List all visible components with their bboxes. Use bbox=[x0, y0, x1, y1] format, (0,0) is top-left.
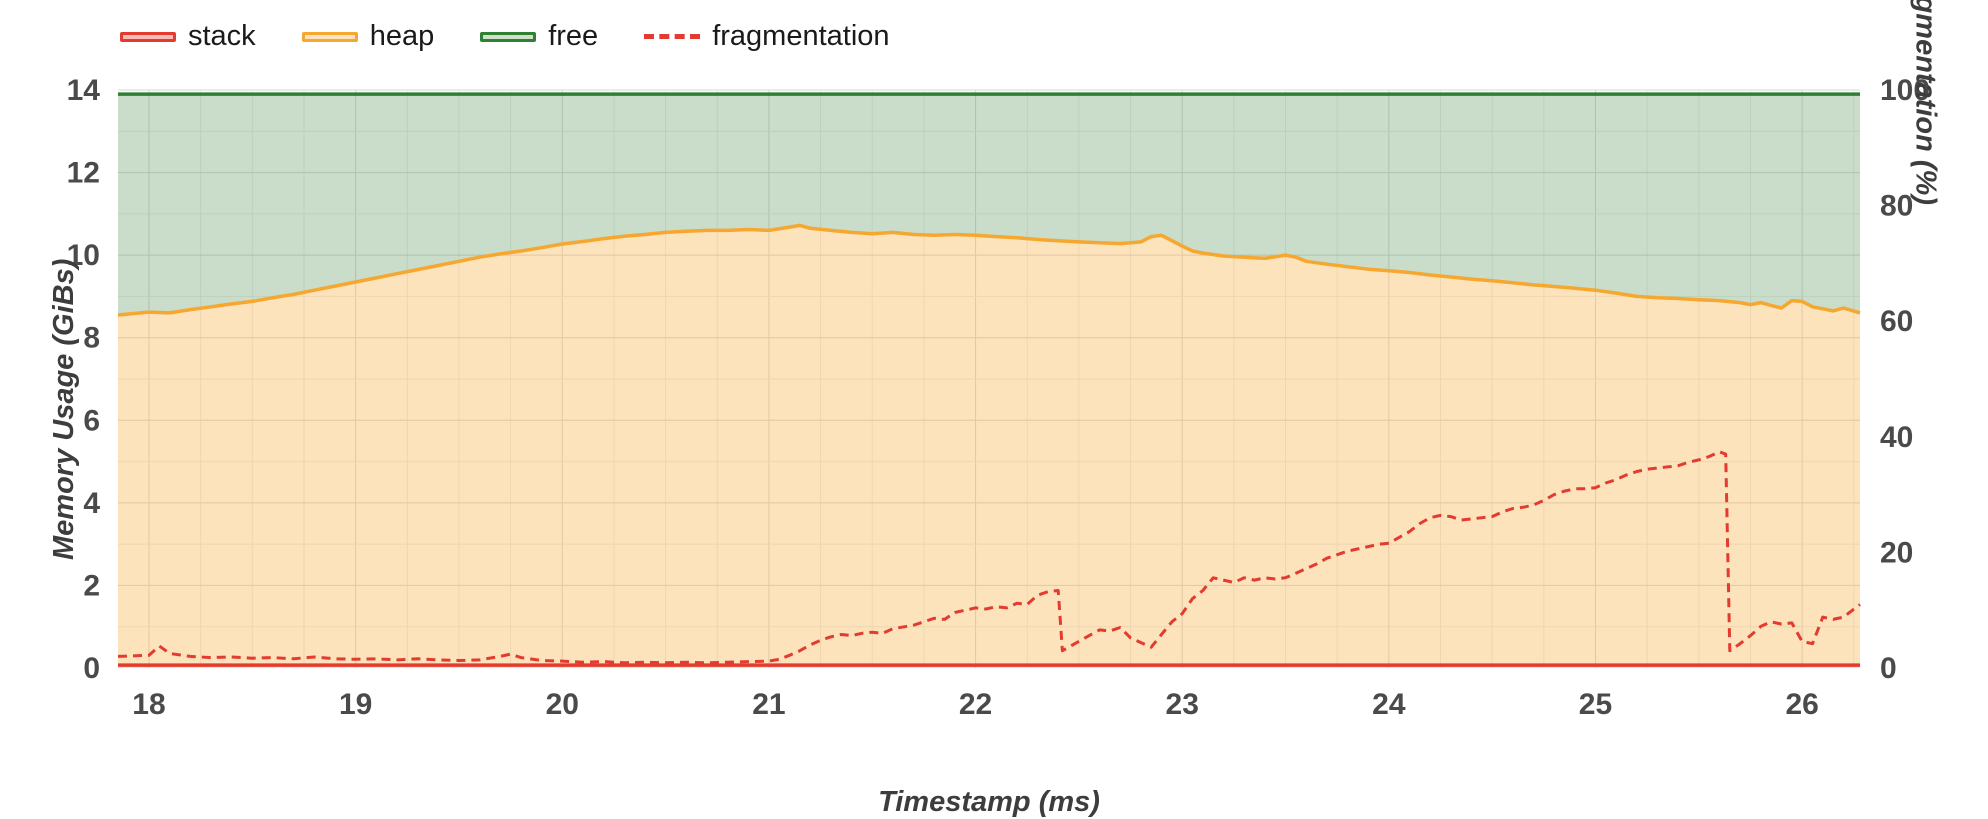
heap-area bbox=[118, 225, 1860, 668]
heap-swatch bbox=[301, 31, 358, 42]
x-tick-19: 19 bbox=[339, 688, 372, 721]
y-right-tick-20: 20 bbox=[1880, 536, 1913, 569]
y-right-tick-0: 0 bbox=[1880, 652, 1897, 685]
y-right-tick-80: 80 bbox=[1880, 190, 1913, 223]
y-left-tick-0: 0 bbox=[83, 652, 100, 685]
x-axis-title: Timestamp (ms) bbox=[878, 786, 1100, 818]
y-right-tick-60: 60 bbox=[1880, 305, 1913, 338]
legend-item-stack[interactable]: stack bbox=[120, 22, 256, 51]
fragmentation-line bbox=[117, 450, 1861, 665]
legend-label: stack bbox=[188, 20, 256, 52]
legend-label: free bbox=[548, 20, 599, 52]
y-left-tick-14: 14 bbox=[67, 74, 101, 107]
heap-line bbox=[117, 223, 1861, 317]
x-tick-20: 20 bbox=[546, 688, 579, 721]
x-tick-23: 23 bbox=[1166, 688, 1199, 721]
y-left-tick-6: 6 bbox=[83, 404, 100, 437]
y-left-tick-4: 4 bbox=[83, 487, 100, 520]
legend-label: heap bbox=[369, 20, 435, 52]
y-right-tick-100: 100 bbox=[1880, 74, 1930, 107]
free-area bbox=[118, 94, 1860, 315]
y-left-tick-8: 8 bbox=[83, 322, 100, 355]
free-swatch bbox=[480, 31, 537, 42]
y-left-tick-2: 2 bbox=[83, 569, 100, 602]
x-tick-25: 25 bbox=[1579, 688, 1612, 721]
x-tick-22: 22 bbox=[959, 688, 992, 721]
stack-swatch bbox=[120, 31, 176, 42]
fragmentation-swatch bbox=[644, 34, 701, 39]
x-tick-24: 24 bbox=[1372, 688, 1406, 721]
legend-item-fragmentation[interactable]: fragmentation bbox=[644, 20, 890, 52]
legend-item-heap[interactable]: heap bbox=[301, 20, 435, 52]
legend-item-free[interactable]: free bbox=[480, 22, 598, 51]
y-left-tick-12: 12 bbox=[67, 157, 100, 190]
legend-label: fragmentation bbox=[712, 20, 890, 52]
y-left-axis-title: Memory Usage (GiBs) bbox=[48, 258, 80, 560]
y-left-tick-10: 10 bbox=[67, 239, 100, 272]
x-tick-26: 26 bbox=[1785, 688, 1818, 721]
y-right-axis-title: Fragmentation (%) bbox=[1910, 0, 1942, 205]
x-tick-21: 21 bbox=[752, 688, 785, 721]
x-tick-18: 18 bbox=[132, 688, 165, 721]
chart-legend: stack heap free fragmentation bbox=[120, 22, 890, 51]
y-right-tick-40: 40 bbox=[1880, 421, 1913, 454]
